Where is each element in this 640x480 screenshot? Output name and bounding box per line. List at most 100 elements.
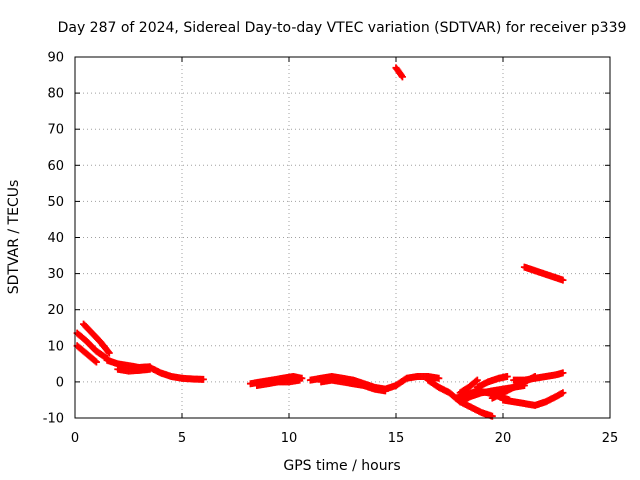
data-point (80, 320, 88, 328)
y-tick-label: 10 (47, 339, 64, 354)
data-point (82, 336, 90, 344)
data-point (104, 348, 112, 356)
y-tick-label: 90 (47, 51, 64, 66)
data-point (96, 337, 104, 345)
data-point (296, 376, 304, 384)
data-point (93, 335, 101, 343)
data-point (92, 358, 100, 366)
y-tick-label: 30 (47, 267, 64, 282)
y-tick-labels: -10 0 10 20 30 40 50 60 70 80 90 (43, 51, 64, 427)
data-point (88, 329, 96, 337)
x-tick-label: 20 (495, 431, 512, 446)
plot-frame (74, 56, 611, 419)
series-arc-21 (520, 263, 567, 284)
series-arc-16 (456, 376, 481, 397)
data-point (82, 322, 90, 330)
series-arc-3 (73, 342, 100, 366)
data-point (85, 340, 93, 348)
y-tick-label: 20 (47, 303, 64, 318)
data-point (77, 345, 85, 353)
chart-title: Day 287 of 2024, Sidereal Day-to-day VTE… (58, 20, 627, 36)
data-point (471, 378, 479, 386)
data-point (98, 339, 106, 347)
data-point (559, 369, 567, 377)
data-point (77, 332, 85, 340)
y-axis-label: SDTVAR / TECUs (6, 180, 22, 295)
y-tick-label: 40 (47, 231, 64, 246)
data-point (394, 66, 402, 74)
data-point (398, 73, 406, 81)
data-point (92, 334, 100, 342)
data-point (87, 328, 95, 336)
series-arc-7 (178, 374, 207, 383)
data-point (199, 375, 207, 383)
data-point (381, 387, 389, 395)
x-tick-label: 0 (71, 431, 79, 446)
data-point (435, 374, 443, 382)
data-point (89, 344, 97, 352)
data-point (392, 64, 400, 72)
data-point (446, 389, 453, 397)
data-point (84, 325, 92, 333)
data-point (97, 338, 105, 346)
data-point (465, 383, 473, 391)
series-arc-19 (510, 369, 567, 384)
y-tick-label: 60 (47, 159, 64, 174)
data-point (82, 349, 90, 357)
data-point (89, 355, 97, 363)
series-arc-11 (317, 376, 389, 395)
data-point (80, 335, 88, 343)
series-arc-6 (146, 363, 186, 382)
x-axis-label: GPS time / hours (283, 458, 400, 474)
data-point (74, 330, 82, 338)
x-tick-labels: 0 5 10 15 20 25 (71, 431, 618, 446)
data-point (468, 380, 476, 388)
data-point (95, 336, 103, 344)
data-point (449, 392, 457, 400)
data-point (78, 346, 86, 354)
data-point (100, 342, 108, 350)
data-point (398, 72, 406, 80)
series-arc-2 (80, 320, 113, 357)
y-tick-label: 70 (47, 123, 64, 138)
data-point (79, 347, 87, 355)
data-point (395, 68, 403, 76)
data-point (78, 333, 86, 341)
data-series (73, 64, 567, 420)
data-point (79, 334, 87, 342)
data-point (450, 393, 458, 401)
data-point (86, 353, 94, 361)
data-point (100, 343, 108, 351)
series-arc-5 (114, 365, 154, 375)
data-point (76, 331, 84, 339)
series-arc-12 (392, 64, 406, 81)
data-point (473, 376, 481, 384)
data-point (85, 352, 93, 360)
data-point (81, 321, 89, 329)
data-point (298, 374, 306, 382)
x-tick-label: 10 (281, 431, 298, 446)
data-point (73, 342, 81, 350)
data-point (89, 330, 97, 338)
data-point (73, 329, 81, 337)
data-point (393, 65, 401, 73)
grid (75, 57, 610, 418)
data-point (102, 345, 110, 353)
data-point (559, 389, 567, 397)
x-tick-label: 15 (388, 431, 405, 446)
data-point (91, 333, 99, 341)
series-arc-17 (473, 372, 511, 391)
data-point (87, 342, 95, 350)
data-point (88, 354, 96, 362)
x-tick-label: 25 (602, 431, 619, 446)
y-tick-label: 0 (56, 375, 64, 390)
data-point (86, 341, 94, 349)
data-point (103, 347, 111, 355)
data-point (467, 381, 475, 389)
data-point (85, 326, 93, 334)
y-tick-label: 80 (47, 87, 64, 102)
data-point (466, 382, 474, 390)
data-point (80, 348, 88, 356)
data-point (91, 346, 99, 354)
data-point (84, 339, 92, 347)
